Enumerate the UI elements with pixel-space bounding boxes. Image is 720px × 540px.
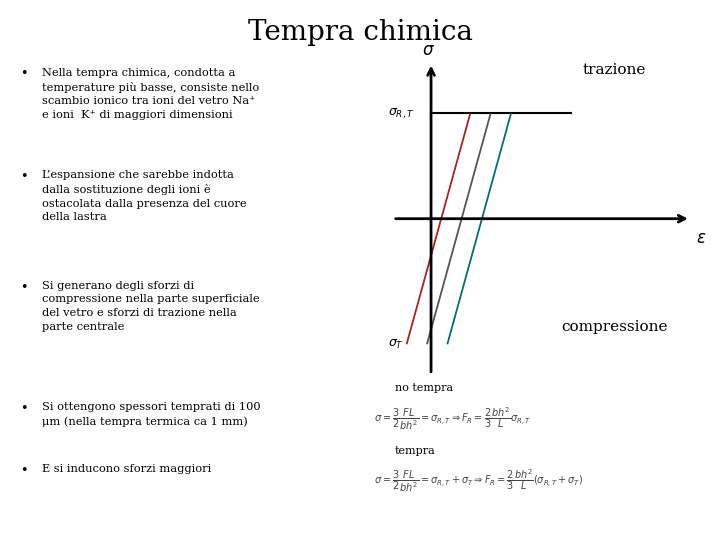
Text: $\sigma = \dfrac{3}{2}\dfrac{FL}{bh^2} = \sigma_{R,T} \Rightarrow F_R = \dfrac{2: $\sigma = \dfrac{3}{2}\dfrac{FL}{bh^2} =…	[374, 405, 532, 431]
Text: •: •	[20, 281, 27, 294]
Text: •: •	[20, 68, 27, 80]
Text: $\sigma_{R,T}$: $\sigma_{R,T}$	[388, 106, 414, 120]
Text: Tempra chimica: Tempra chimica	[248, 19, 472, 46]
Text: no tempra: no tempra	[395, 383, 453, 394]
Text: $\varepsilon$: $\varepsilon$	[696, 229, 706, 247]
Text: tempra: tempra	[395, 446, 436, 456]
Text: trazione: trazione	[582, 63, 646, 77]
Text: $\sigma$: $\sigma$	[422, 40, 435, 59]
Text: •: •	[20, 464, 27, 477]
Text: E si inducono sforzi maggiori: E si inducono sforzi maggiori	[42, 464, 211, 475]
Text: $\sigma_T$: $\sigma_T$	[388, 338, 404, 351]
Text: •: •	[20, 402, 27, 415]
Text: Nella tempra chimica, condotta a
temperature più basse, consiste nello
scambio i: Nella tempra chimica, condotta a tempera…	[42, 68, 259, 120]
Text: $\sigma = \dfrac{3}{2}\dfrac{FL}{bh^2} = \sigma_{R,T} + \sigma_T \Rightarrow F_R: $\sigma = \dfrac{3}{2}\dfrac{FL}{bh^2} =…	[374, 467, 584, 494]
Text: L’espansione che sarebbe indotta
dalla sostituzione degli ioni è
ostacolata dall: L’espansione che sarebbe indotta dalla s…	[42, 170, 246, 222]
Text: •: •	[20, 170, 27, 183]
Text: Si generano degli sforzi di
compressione nella parte superficiale
del vetro e sf: Si generano degli sforzi di compressione…	[42, 281, 259, 332]
Text: compressione: compressione	[561, 320, 667, 334]
Text: Si ottengono spessori temprati di 100
μm (nella tempra termica ca 1 mm): Si ottengono spessori temprati di 100 μm…	[42, 402, 261, 427]
